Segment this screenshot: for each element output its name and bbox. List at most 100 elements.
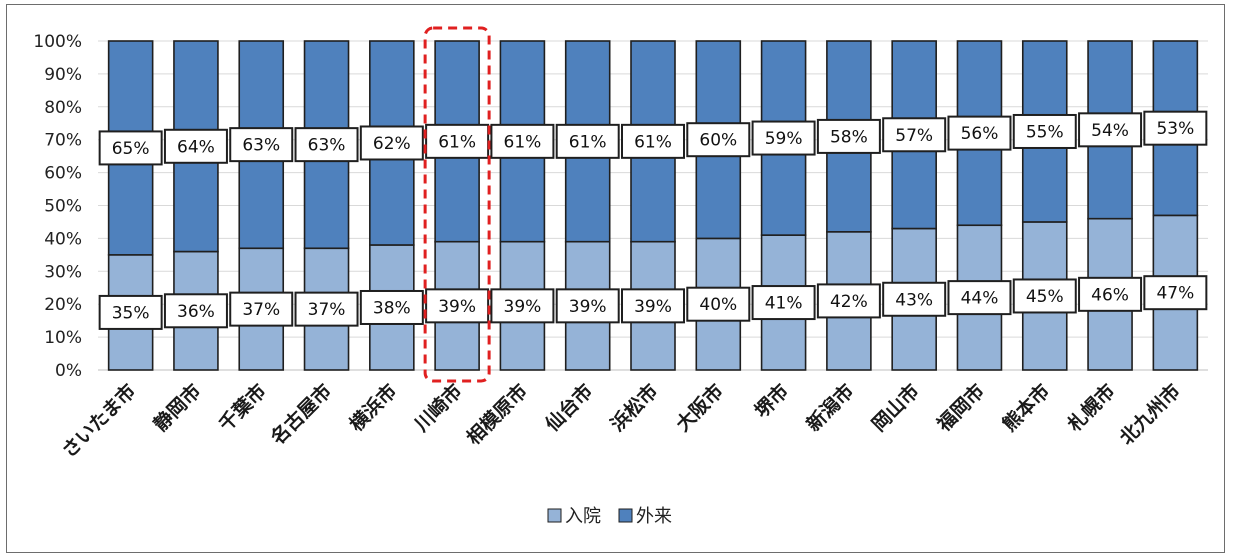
data-label: 47% <box>1156 284 1194 304</box>
data-label-box <box>816 118 881 154</box>
x-category-label: 千葉市 <box>214 379 271 436</box>
data-label: 62% <box>373 134 411 154</box>
y-tick-label: 0% <box>55 361 82 381</box>
data-label-box <box>294 127 359 163</box>
y-tick-label: 100% <box>33 32 82 52</box>
data-label-box <box>98 130 163 166</box>
data-label: 59% <box>765 129 803 149</box>
x-category-label: 静岡市 <box>149 379 206 436</box>
legend-label: 入院 <box>565 506 601 527</box>
highlight-box <box>423 26 491 383</box>
x-category-label: 横浜市 <box>345 379 402 436</box>
data-label-box <box>1012 113 1077 149</box>
data-label: 36% <box>177 302 215 322</box>
data-label-box <box>1143 275 1208 311</box>
data-label-box <box>686 122 751 158</box>
x-category-label: 大阪市 <box>671 379 728 436</box>
data-label-box <box>555 288 620 324</box>
data-label: 39% <box>438 297 476 317</box>
y-tick-label: 70% <box>44 131 82 151</box>
data-label-box <box>490 288 555 324</box>
data-label-box <box>555 123 620 159</box>
x-category-label: 浜松市 <box>606 379 663 436</box>
x-category-label: 福岡市 <box>932 379 989 436</box>
data-label-box <box>947 115 1012 151</box>
y-tick-label: 80% <box>44 98 82 118</box>
data-label: 61% <box>634 132 672 152</box>
data-label: 60% <box>699 131 737 151</box>
data-label-box <box>621 123 685 159</box>
data-label: 42% <box>830 292 868 312</box>
data-label: 55% <box>1026 122 1064 142</box>
x-category-label: 新潟市 <box>802 379 859 436</box>
data-label-box <box>1078 276 1143 312</box>
data-label: 40% <box>699 295 737 315</box>
legend-label: 外来 <box>636 506 672 527</box>
data-label: 41% <box>765 294 803 314</box>
data-label: 61% <box>569 132 607 152</box>
data-label-box <box>882 281 947 317</box>
x-category-label: 相模原市 <box>462 379 532 449</box>
data-label: 61% <box>438 132 476 152</box>
data-label-box <box>490 123 555 159</box>
y-tick-label: 30% <box>44 262 82 282</box>
data-label: 39% <box>634 297 672 317</box>
data-label: 63% <box>242 136 280 156</box>
data-label: 46% <box>1091 285 1129 305</box>
legend-swatch <box>618 508 633 523</box>
data-label: 39% <box>569 297 607 317</box>
data-label-box <box>359 289 424 325</box>
data-label-box <box>229 291 294 327</box>
x-category-label: 札幌市 <box>1062 379 1119 436</box>
x-category-label: 川崎市 <box>409 379 466 436</box>
data-label-box <box>621 288 685 324</box>
x-category-label: 堺市 <box>750 379 793 422</box>
data-label-box <box>1012 278 1077 314</box>
data-label-box <box>98 294 163 330</box>
data-label-box <box>751 120 816 156</box>
data-label: 37% <box>242 300 280 320</box>
data-label: 45% <box>1026 287 1064 307</box>
y-tick-label: 20% <box>44 295 82 315</box>
x-category-label: 熊本市 <box>998 379 1055 436</box>
x-category-label: 仙台市 <box>541 379 598 436</box>
data-label-box <box>229 127 294 163</box>
data-label: 65% <box>112 139 150 159</box>
data-label-box <box>1078 112 1143 148</box>
data-label-box <box>947 280 1012 316</box>
y-tick-label: 50% <box>44 197 82 217</box>
x-category-label: 名古屋市 <box>266 379 336 449</box>
y-tick-label: 60% <box>44 164 82 184</box>
data-label: 53% <box>1156 119 1194 139</box>
data-label-box <box>163 293 228 329</box>
x-category-label: 北九州市 <box>1115 379 1185 449</box>
data-label-box <box>882 117 947 153</box>
data-label: 61% <box>504 132 542 152</box>
data-label: 38% <box>373 298 411 318</box>
y-tick-label: 40% <box>44 229 82 249</box>
data-label: 44% <box>961 289 999 309</box>
data-label: 57% <box>895 126 933 146</box>
data-label-box <box>359 125 424 161</box>
x-category-label: さいたま市 <box>57 379 140 462</box>
data-label-box <box>1143 110 1208 146</box>
y-tick-label: 10% <box>44 328 82 348</box>
data-label-box <box>163 128 228 164</box>
data-label: 37% <box>308 300 346 320</box>
data-label: 54% <box>1091 121 1129 141</box>
data-label-box <box>816 283 881 319</box>
data-label-box <box>294 291 359 327</box>
x-category-label: 岡山市 <box>867 379 924 436</box>
data-label-box <box>686 286 751 322</box>
data-label: 56% <box>961 124 999 144</box>
data-label: 58% <box>830 127 868 147</box>
data-label: 35% <box>112 303 150 323</box>
data-label: 63% <box>308 136 346 156</box>
legend-swatch <box>547 508 562 523</box>
data-label: 64% <box>177 137 215 157</box>
data-label: 39% <box>504 297 542 317</box>
data-label-box <box>751 285 816 321</box>
y-tick-label: 90% <box>44 65 82 85</box>
data-label: 43% <box>895 290 933 310</box>
